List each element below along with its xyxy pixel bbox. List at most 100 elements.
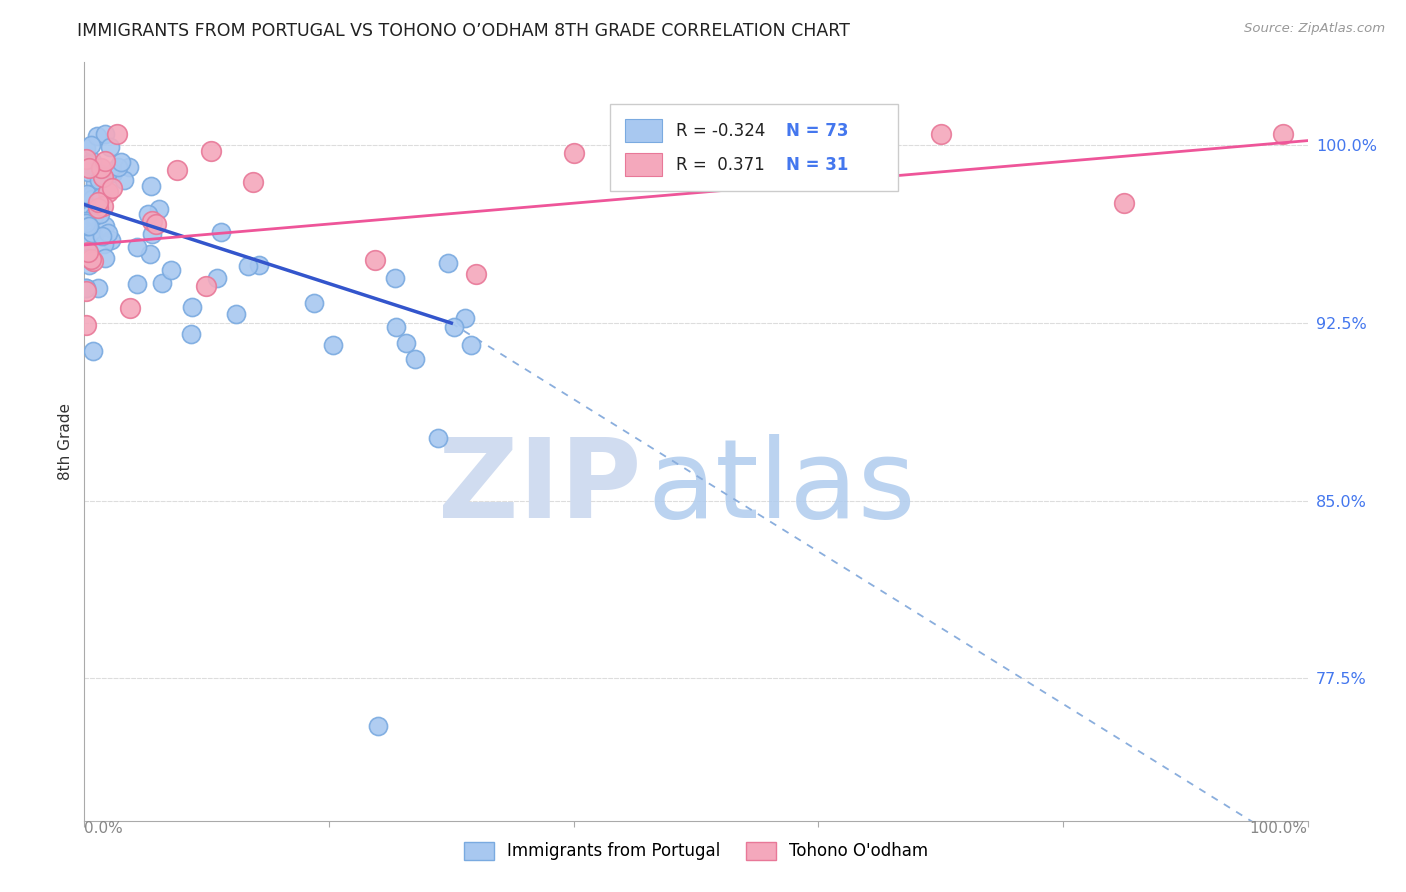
Point bbox=[118, 301, 141, 316]
Point bbox=[76, 219, 98, 234]
Point bbox=[404, 351, 426, 366]
Point bbox=[93, 237, 115, 252]
Point bbox=[80, 138, 103, 153]
Point bbox=[90, 229, 112, 244]
Point bbox=[87, 281, 110, 295]
Point bbox=[89, 190, 111, 204]
Point bbox=[100, 233, 122, 247]
Point bbox=[98, 139, 121, 153]
Point bbox=[91, 169, 114, 184]
Point bbox=[77, 157, 100, 171]
Point bbox=[443, 320, 465, 334]
Text: N = 73: N = 73 bbox=[786, 121, 849, 140]
Point bbox=[1272, 127, 1295, 141]
Point bbox=[110, 154, 132, 169]
Point bbox=[86, 197, 108, 211]
Point bbox=[77, 245, 100, 260]
Point bbox=[464, 267, 486, 281]
Text: R =  0.371: R = 0.371 bbox=[676, 156, 765, 174]
Point bbox=[127, 277, 149, 291]
Point bbox=[77, 236, 100, 251]
Point bbox=[141, 214, 163, 228]
Point bbox=[107, 127, 129, 141]
Point bbox=[94, 251, 117, 265]
Point bbox=[83, 209, 105, 223]
Point bbox=[112, 172, 135, 186]
Point bbox=[89, 207, 111, 221]
Point bbox=[82, 343, 104, 358]
Point bbox=[127, 240, 149, 254]
Point bbox=[160, 262, 183, 277]
Point bbox=[91, 199, 114, 213]
Point bbox=[75, 285, 97, 299]
Point bbox=[94, 154, 117, 169]
Point bbox=[117, 161, 139, 175]
Point bbox=[94, 127, 117, 141]
Point bbox=[136, 207, 159, 221]
Point bbox=[90, 167, 112, 181]
FancyBboxPatch shape bbox=[610, 104, 898, 191]
Point bbox=[86, 128, 108, 143]
Point bbox=[93, 169, 115, 184]
Point bbox=[1114, 195, 1136, 210]
Point bbox=[80, 252, 103, 266]
Point bbox=[427, 431, 450, 445]
Point bbox=[807, 145, 830, 160]
Point bbox=[80, 226, 103, 240]
FancyBboxPatch shape bbox=[626, 120, 662, 142]
Point bbox=[97, 186, 120, 200]
Point bbox=[77, 258, 100, 272]
Text: ZIP: ZIP bbox=[437, 434, 641, 541]
Text: 100.0%: 100.0% bbox=[1250, 821, 1308, 836]
Point bbox=[150, 276, 173, 290]
Point bbox=[75, 141, 97, 155]
Point bbox=[209, 225, 232, 239]
Point bbox=[77, 208, 100, 222]
Point bbox=[394, 336, 416, 351]
Point bbox=[76, 186, 98, 201]
Point bbox=[384, 270, 406, 285]
Point bbox=[79, 188, 101, 202]
Point bbox=[322, 338, 344, 352]
Point bbox=[77, 219, 100, 233]
Point bbox=[200, 144, 222, 158]
Point bbox=[145, 217, 167, 231]
Point bbox=[242, 175, 264, 189]
Point bbox=[139, 247, 162, 261]
Point bbox=[77, 161, 100, 175]
Point bbox=[75, 216, 97, 230]
Point bbox=[100, 180, 122, 194]
Point bbox=[82, 154, 104, 169]
Point bbox=[141, 227, 163, 241]
Point bbox=[75, 152, 97, 166]
Point bbox=[82, 192, 104, 206]
Y-axis label: 8th Grade: 8th Grade bbox=[58, 403, 73, 480]
Point bbox=[97, 226, 120, 240]
Point bbox=[77, 214, 100, 228]
Point bbox=[207, 271, 229, 285]
FancyBboxPatch shape bbox=[626, 153, 662, 177]
Point bbox=[75, 281, 97, 295]
Point bbox=[302, 295, 325, 310]
Text: R = -0.324: R = -0.324 bbox=[676, 121, 766, 140]
Point bbox=[75, 318, 97, 333]
Point bbox=[75, 281, 97, 295]
Text: N = 31: N = 31 bbox=[786, 156, 849, 174]
Point bbox=[107, 160, 129, 174]
Text: IMMIGRANTS FROM PORTUGAL VS TOHONO O’ODHAM 8TH GRADE CORRELATION CHART: IMMIGRANTS FROM PORTUGAL VS TOHONO O’ODH… bbox=[77, 22, 851, 40]
Point bbox=[437, 256, 460, 270]
Point bbox=[929, 127, 952, 141]
Point bbox=[166, 163, 188, 178]
Point bbox=[247, 258, 270, 272]
Point bbox=[75, 214, 97, 228]
Point bbox=[87, 201, 110, 215]
Point bbox=[83, 176, 105, 190]
Point bbox=[76, 252, 98, 266]
Point bbox=[225, 307, 247, 321]
Point bbox=[194, 279, 217, 293]
Point bbox=[89, 172, 111, 186]
Point bbox=[180, 300, 202, 314]
Point bbox=[86, 195, 108, 210]
Point bbox=[80, 187, 103, 202]
Point bbox=[77, 165, 100, 179]
